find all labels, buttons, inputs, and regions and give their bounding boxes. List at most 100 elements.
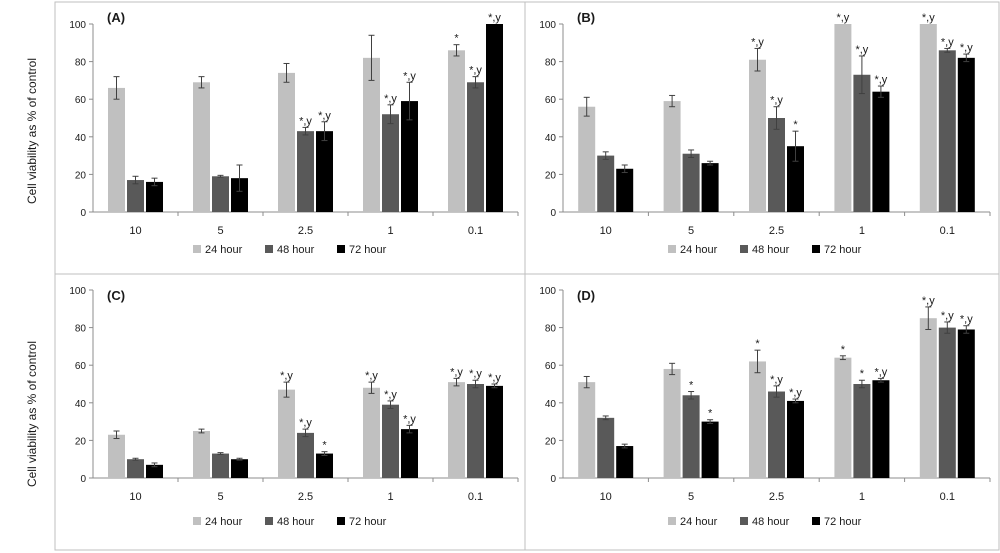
y-tick-label-b: 0 [550, 208, 556, 219]
legend-swatch-d [668, 517, 676, 525]
significance-label-d: * [708, 408, 713, 420]
bar-b [919, 24, 937, 212]
significance-label-d: *,y [941, 310, 954, 322]
bar-d [957, 329, 975, 478]
bar-a [448, 50, 465, 212]
y-tick-label-a: 80 [75, 58, 87, 69]
x-tick-label-d: 1 [859, 491, 865, 503]
y-tick-label-c: 60 [75, 361, 87, 372]
bar-c [486, 385, 503, 478]
y-tick-label-d: 100 [539, 286, 556, 297]
bar-a [108, 87, 125, 212]
bar-d [834, 357, 852, 478]
x-tick-label-d: 5 [688, 491, 694, 503]
legend-swatch-b [740, 245, 748, 253]
bar-d [701, 421, 719, 478]
significance-label-d: *,y [922, 295, 935, 307]
legend-label-a: 24 hour [205, 244, 243, 256]
legend-swatch-a [193, 245, 201, 253]
panel-frame-3 [524, 273, 1000, 551]
significance-label-d: *,y [770, 374, 783, 386]
significance-label-c: *,y [450, 366, 463, 378]
significance-label-c: *,y [280, 370, 293, 382]
panel-title-d: (D) [577, 288, 595, 303]
bar-c [363, 387, 380, 478]
bar-c [382, 404, 399, 478]
significance-label-d: * [689, 380, 694, 392]
legend-swatch-c [337, 517, 345, 525]
bar-d [853, 384, 871, 478]
significance-label-a: *,y [299, 115, 312, 127]
y-tick-label-a: 60 [75, 95, 87, 106]
bar-b [853, 74, 871, 212]
legend-swatch-b [812, 245, 820, 253]
bar-d [749, 361, 766, 478]
significance-label-d: * [841, 344, 846, 356]
significance-label-b: *,y [751, 36, 764, 48]
significance-label-b: *,y [836, 12, 849, 24]
y-tick-label-d: 0 [550, 474, 556, 485]
bar-a [193, 82, 210, 212]
significance-label-d: *,y [789, 387, 802, 399]
bar-a [231, 178, 248, 212]
x-tick-label-d: 2.5 [769, 491, 784, 503]
bar-b [578, 106, 596, 212]
y-tick-label-c: 40 [75, 399, 87, 410]
significance-label-a: *,y [469, 65, 482, 77]
significance-label-c: *,y [403, 413, 416, 425]
bar-a [467, 82, 484, 212]
bar-d [578, 382, 596, 478]
x-tick-label-c: 1 [387, 491, 393, 503]
significance-label-b: *,y [922, 12, 935, 24]
bar-c [193, 431, 210, 478]
y-tick-label-c: 80 [75, 324, 87, 335]
bar-c [401, 429, 418, 478]
bar-c [231, 459, 248, 478]
bar-d [768, 391, 785, 478]
y-tick-label-b: 40 [545, 133, 557, 144]
significance-label-c: *,y [384, 389, 397, 401]
bar-a [297, 131, 314, 212]
y-tick-label-b: 60 [545, 95, 557, 106]
bar-d [787, 400, 804, 478]
legend-label-b: 48 hour [752, 244, 790, 256]
panel-title-c: (C) [107, 288, 125, 303]
legend-label-c: 48 hour [277, 516, 315, 528]
bar-a [212, 176, 229, 212]
bar-b [872, 91, 890, 212]
legend-swatch-a [337, 245, 345, 253]
legend-label-d: 48 hour [752, 516, 790, 528]
legend-swatch-a [265, 245, 273, 253]
bar-a [401, 101, 418, 212]
significance-label-c: * [322, 440, 327, 452]
legend-label-d: 24 hour [680, 516, 718, 528]
significance-label-b: *,y [960, 42, 973, 54]
x-tick-label-b: 10 [600, 225, 612, 237]
bar-d [663, 368, 681, 478]
legend-swatch-d [812, 517, 820, 525]
bar-b [749, 59, 766, 212]
y-tick-label-a: 0 [80, 208, 86, 219]
bar-d [616, 446, 634, 478]
x-tick-label-c: 5 [217, 491, 223, 503]
significance-label-b: *,y [941, 36, 954, 48]
bar-a [127, 180, 144, 212]
x-tick-label-b: 2.5 [769, 225, 784, 237]
y-tick-label-a: 20 [75, 170, 87, 181]
bar-c [316, 453, 333, 478]
panel-title-b: (B) [577, 10, 595, 25]
legend-label-b: 24 hour [680, 244, 718, 256]
bar-d [872, 380, 890, 478]
bar-b [682, 153, 700, 212]
bar-c [212, 453, 229, 478]
y-tick-label-a: 40 [75, 133, 87, 144]
bar-b [957, 57, 975, 213]
y-tick-label-c: 100 [69, 286, 86, 297]
legend-label-c: 24 hour [205, 516, 243, 528]
x-tick-label-c: 0.1 [468, 491, 483, 503]
legend-swatch-c [193, 517, 201, 525]
x-tick-label-c: 10 [129, 491, 141, 503]
y-tick-label-d: 80 [545, 324, 557, 335]
significance-label-c: *,y [365, 370, 378, 382]
